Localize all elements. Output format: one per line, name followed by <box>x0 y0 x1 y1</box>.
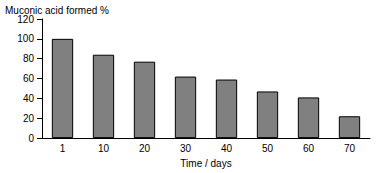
svg-text:60: 60 <box>303 143 315 154</box>
svg-text:10: 10 <box>98 143 110 154</box>
svg-text:0: 0 <box>28 133 34 144</box>
svg-text:Time / days: Time / days <box>180 158 231 169</box>
svg-text:Muconic acid formed %: Muconic acid formed % <box>5 5 109 16</box>
svg-text:20: 20 <box>139 143 151 154</box>
svg-text:20: 20 <box>23 113 35 124</box>
svg-text:120: 120 <box>17 13 34 25</box>
svg-text:40: 40 <box>221 143 233 154</box>
svg-text:80: 80 <box>23 53 35 64</box>
svg-text:50: 50 <box>262 143 274 154</box>
svg-text:100: 100 <box>17 33 34 44</box>
svg-text:40: 40 <box>23 93 35 104</box>
svg-text:70: 70 <box>344 143 356 154</box>
svg-text:60: 60 <box>23 73 35 84</box>
svg-text:30: 30 <box>180 143 192 154</box>
svg-text:1: 1 <box>60 143 66 154</box>
